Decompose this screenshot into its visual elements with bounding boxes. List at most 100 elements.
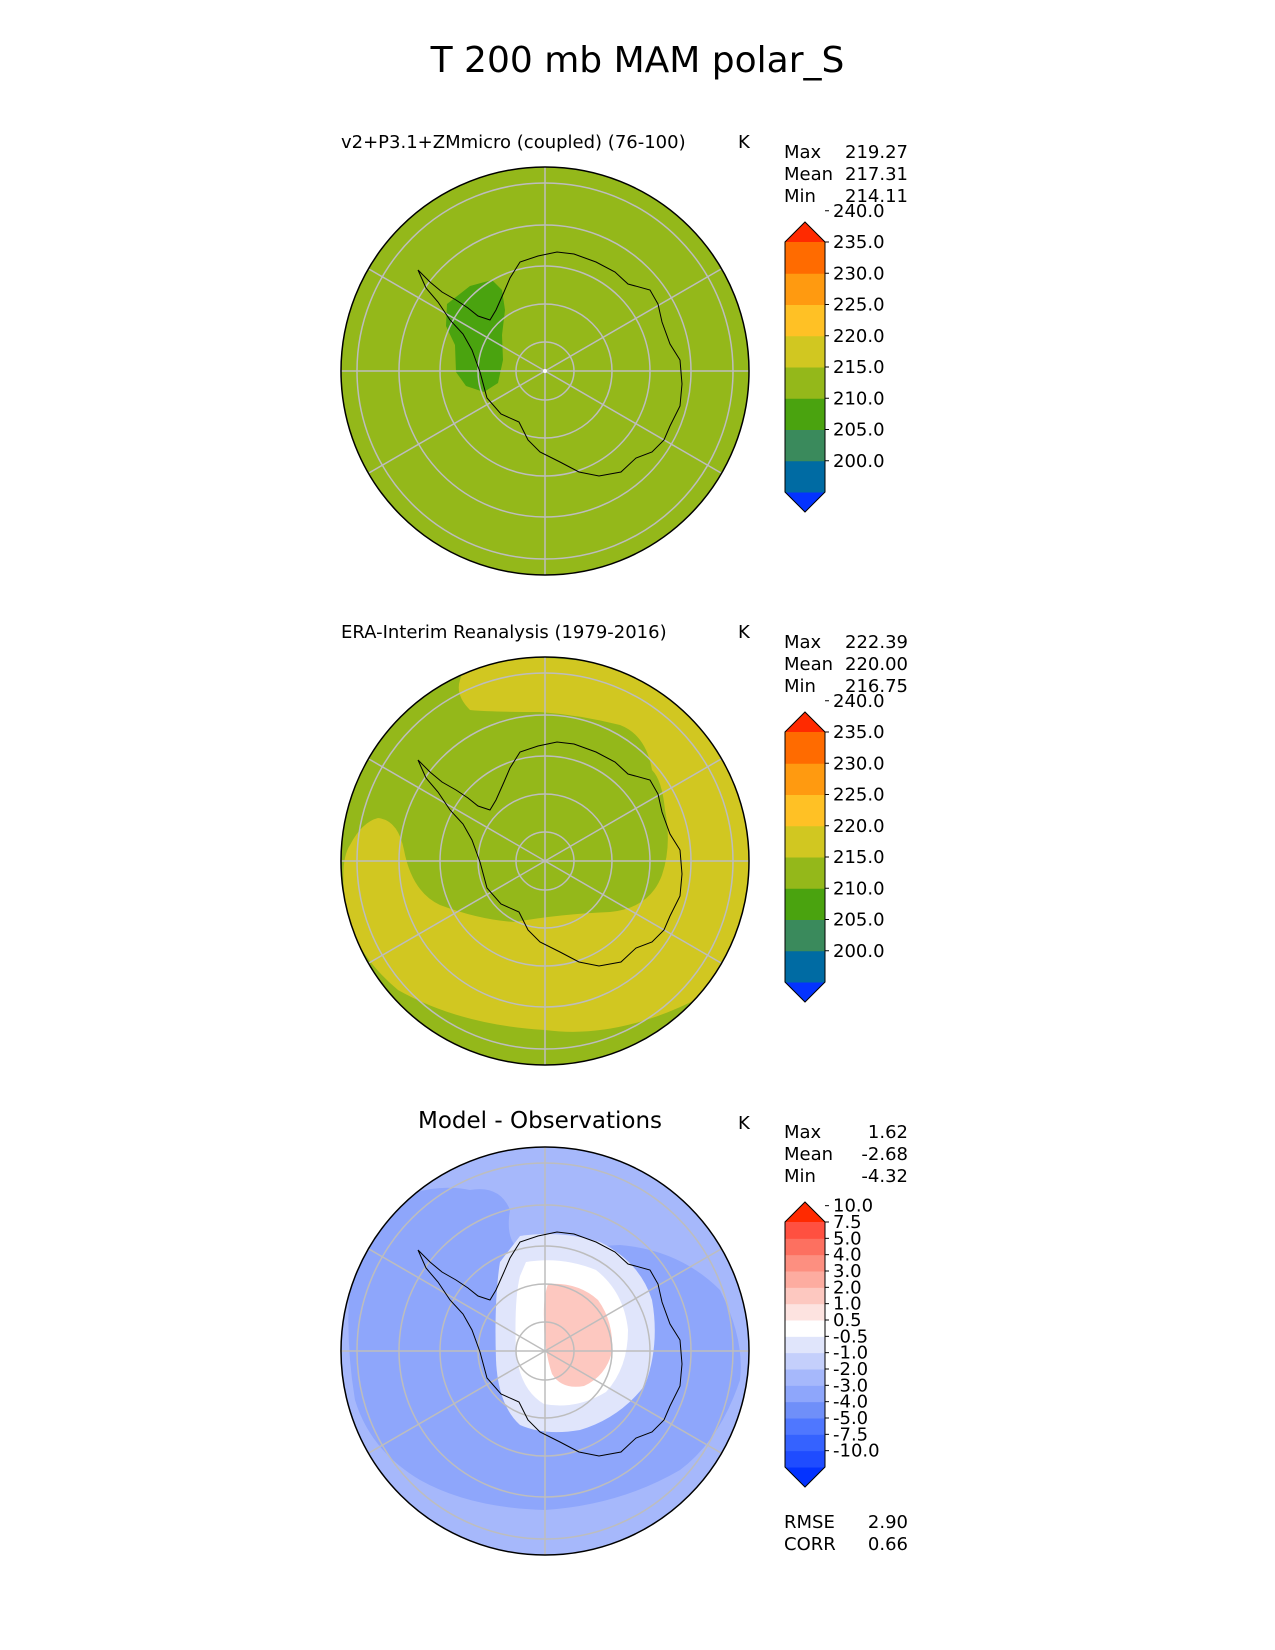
panel2-title: ERA-Interim Reanalysis (1979-2016) xyxy=(341,622,667,643)
cbar1-segment-7 xyxy=(785,242,825,274)
cbar2-segment-1 xyxy=(785,919,825,952)
cbar3-extend-low xyxy=(785,1467,825,1487)
cbar2-extend-low xyxy=(785,982,825,1002)
cbar3-tick-label: 10.0 xyxy=(833,1196,873,1217)
panel1-colorbar: 200.0 205.0 210.0 215.0 220.0 225.0 230.0 235.0… xyxy=(784,201,885,513)
panel2-colorbar: 200.0 205.0 210.0 215.0 220.0 225.0 230.0 235.0… xyxy=(784,691,885,1003)
cbar1-tick-label: 240.0 xyxy=(833,201,885,222)
stat-min: Min 216.75 xyxy=(784,676,908,697)
stat-mean: Mean 220.00 xyxy=(784,654,908,675)
antarctica-coastline xyxy=(417,251,683,477)
cbar2-extend-high xyxy=(785,712,825,732)
cbar3-segment-2 xyxy=(785,1418,825,1435)
cbar1-extend-low xyxy=(785,492,825,512)
cbar3-segment-10 xyxy=(785,1287,825,1305)
cbar3-tick-label: -5.0 xyxy=(833,1408,868,1429)
cbar3-extend-high xyxy=(785,1202,825,1222)
stat-min: Min 214.11 xyxy=(784,186,908,207)
cbar1-segment-6 xyxy=(785,273,825,305)
cbar2-segment-3 xyxy=(785,857,825,889)
panel2-stats: Max 222.39 Mean 220.00 Min 216.75 xyxy=(784,632,908,698)
south-pole-marker xyxy=(543,369,547,373)
panel3-stats: Max 1.62 Mean -2.68 Min -4.32 xyxy=(784,1122,908,1188)
panel1-map-border xyxy=(340,166,750,576)
cbar3-segment-0 xyxy=(785,1450,825,1468)
cbar3-segment-12 xyxy=(785,1254,825,1272)
panel2-map-border xyxy=(340,656,750,1066)
cbar2-tick-label: 225.0 xyxy=(833,785,885,806)
cbar3-segment-8 xyxy=(785,1320,825,1337)
cbar3-segment-7 xyxy=(785,1336,825,1354)
cbar2-tick-label: 200.0 xyxy=(833,941,885,962)
panel3-colorbar: -10.0-7.5-5.0-4.0-3.0-2.0-1.0-0.50.51.02… xyxy=(784,1196,880,1488)
cbar2-segment-4 xyxy=(785,825,825,858)
cbar3-tick-label: 5.0 xyxy=(833,1228,862,1249)
cbar2-segment-7 xyxy=(785,732,825,764)
cbar3-segment-3 xyxy=(785,1401,825,1419)
cbar3-tick-label: -4.0 xyxy=(833,1392,868,1413)
cbar3-tick-label: -1.0 xyxy=(833,1343,868,1364)
stat-mean: Mean -2.68 xyxy=(784,1144,908,1165)
cbar3-tick-label: -2.0 xyxy=(833,1359,868,1380)
cbar2-segment-6 xyxy=(785,763,825,795)
cbar2-tick-label: 230.0 xyxy=(833,753,885,774)
metric-corr: CORR 0.66 xyxy=(784,1534,908,1555)
cbar2-tick-label: 240.0 xyxy=(833,691,885,712)
panel1-map xyxy=(340,166,750,576)
cbar2-segment-5 xyxy=(785,794,825,827)
stat-max: Max 219.27 xyxy=(784,142,908,163)
panel3-metrics: RMSE 2.90 CORR 0.66 xyxy=(784,1512,908,1556)
cbar2-tick-label: 210.0 xyxy=(833,878,885,899)
metric-rmse: RMSE 2.90 xyxy=(784,1512,908,1533)
cbar3-segment-14 xyxy=(785,1222,825,1239)
panel3-map xyxy=(340,1146,750,1556)
cbar3-tick-label: 4.0 xyxy=(833,1245,862,1266)
antarctica-coastline xyxy=(417,1231,683,1457)
panel1-units: K xyxy=(738,132,750,153)
cbar3-segment-1 xyxy=(785,1434,825,1452)
band-220-225-region xyxy=(343,658,749,1032)
cbar3-segment-4 xyxy=(785,1385,825,1403)
cbar1-segment-1 xyxy=(785,429,825,462)
cbar2-tick-label: 205.0 xyxy=(833,910,885,931)
cbar3-tick-label: 3.0 xyxy=(833,1261,862,1282)
stat-max: Max 222.39 xyxy=(784,632,908,653)
cbar3-segment-11 xyxy=(785,1271,825,1288)
cbar1-tick-label: 210.0 xyxy=(833,388,885,409)
cbar3-tick-label: -7.5 xyxy=(833,1424,868,1445)
cbar3-tick-label: 1.0 xyxy=(833,1294,862,1315)
cbar1-extend-high xyxy=(785,222,825,242)
cbar2-segment-2 xyxy=(785,888,825,920)
cbar1-segment-2 xyxy=(785,398,825,430)
panel1-stats: Max 219.27 Mean 217.31 Min 214.11 xyxy=(784,142,908,208)
cbar1-tick-label: 220.0 xyxy=(833,326,885,347)
cbar1-tick-label: 205.0 xyxy=(833,420,885,441)
cbar3-segment-6 xyxy=(785,1352,825,1370)
cbar3-segment-5 xyxy=(785,1369,825,1386)
cbar1-tick-label: 225.0 xyxy=(833,295,885,316)
stat-min: Min -4.32 xyxy=(784,1166,908,1187)
cbar3-tick-label: -0.5 xyxy=(833,1326,868,1347)
cbar2-tick-label: 220.0 xyxy=(833,816,885,837)
cbar1-segment-3 xyxy=(785,367,825,399)
figure-title: T 200 mb MAM polar_S xyxy=(430,40,845,81)
cbar3-tick-label: 0.5 xyxy=(833,1310,862,1331)
panel2-map xyxy=(340,656,750,1066)
panel1-title: v2+P3.1+ZMmicro (coupled) (76-100) xyxy=(341,132,686,153)
stat-max: Max 1.62 xyxy=(784,1122,908,1143)
cbar3-tick-label: -3.0 xyxy=(833,1375,868,1396)
cbar2-tick-label: 235.0 xyxy=(833,722,885,743)
panel3-units: K xyxy=(738,1113,750,1134)
cbar2-segment-0 xyxy=(785,950,825,983)
cbar1-tick-label: 235.0 xyxy=(833,232,885,253)
cbar1-tick-label: 230.0 xyxy=(833,263,885,284)
cbar3-tick-label: -10.0 xyxy=(833,1441,880,1462)
cbar1-segment-0 xyxy=(785,460,825,493)
cbar1-segment-5 xyxy=(785,304,825,337)
cbar3-segment-13 xyxy=(785,1238,825,1256)
panel3-map-border xyxy=(340,1146,750,1556)
cbar2-tick-label: 215.0 xyxy=(833,847,885,868)
cbar1-tick-label: 200.0 xyxy=(833,451,885,472)
panel2-units: K xyxy=(738,622,750,643)
